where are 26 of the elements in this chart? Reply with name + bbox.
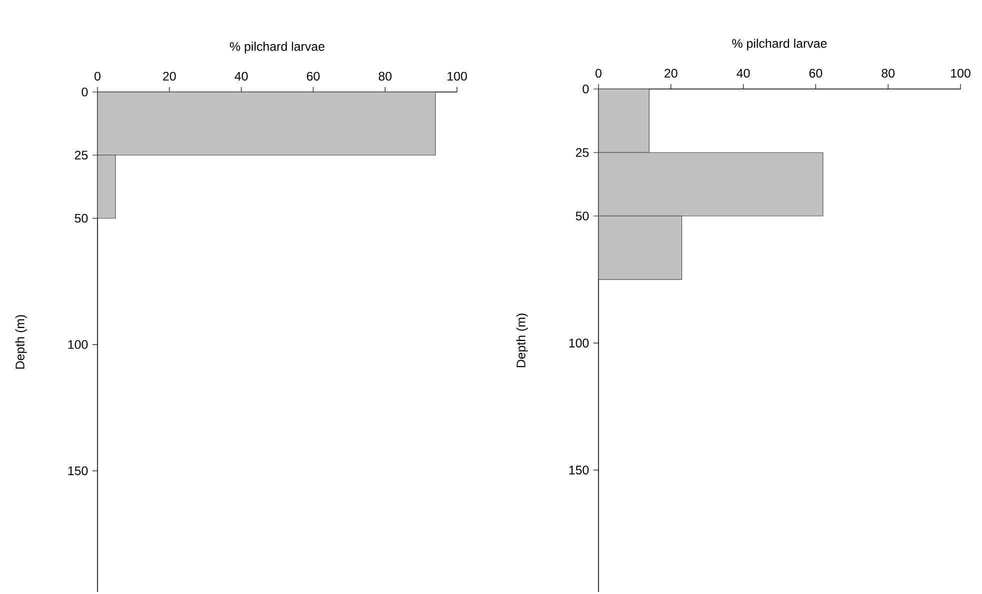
y-tick-label: 100: [569, 338, 589, 348]
x-tick-label: 0: [94, 72, 100, 81]
y-tick-label: 0: [582, 84, 589, 94]
x-tick-label: 100: [951, 68, 970, 78]
x-tick-label: 80: [882, 68, 895, 78]
y-axis-title: Depth (m): [15, 315, 27, 369]
x-axis-title: % pilchard larvae: [230, 42, 324, 54]
y-axis-title: Depth (m): [516, 314, 528, 368]
y-tick-label: 50: [576, 212, 589, 220]
x-tick-label: 40: [736, 68, 750, 78]
y-tick-label: 25: [74, 150, 88, 160]
y-tick-label: 150: [68, 466, 88, 476]
x-tick-label: 60: [809, 68, 822, 78]
x-tick-label: 20: [163, 72, 176, 81]
x-tick-label: 100: [448, 72, 467, 81]
x-tick-label: 60: [306, 72, 320, 81]
y-tick-label: 150: [569, 466, 589, 474]
y-tick-label: 25: [576, 148, 589, 157]
x-tick-label: 20: [664, 68, 678, 78]
x-tick-label: 80: [378, 72, 392, 81]
y-tick-label: 100: [68, 340, 88, 349]
x-tick-label: 0: [596, 68, 602, 78]
x-axis-title: % pilchard larvae: [732, 38, 827, 50]
y-tick-label: 0: [82, 88, 88, 96]
x-tick-label: 40: [234, 72, 248, 81]
y-tick-label: 50: [74, 214, 88, 223]
